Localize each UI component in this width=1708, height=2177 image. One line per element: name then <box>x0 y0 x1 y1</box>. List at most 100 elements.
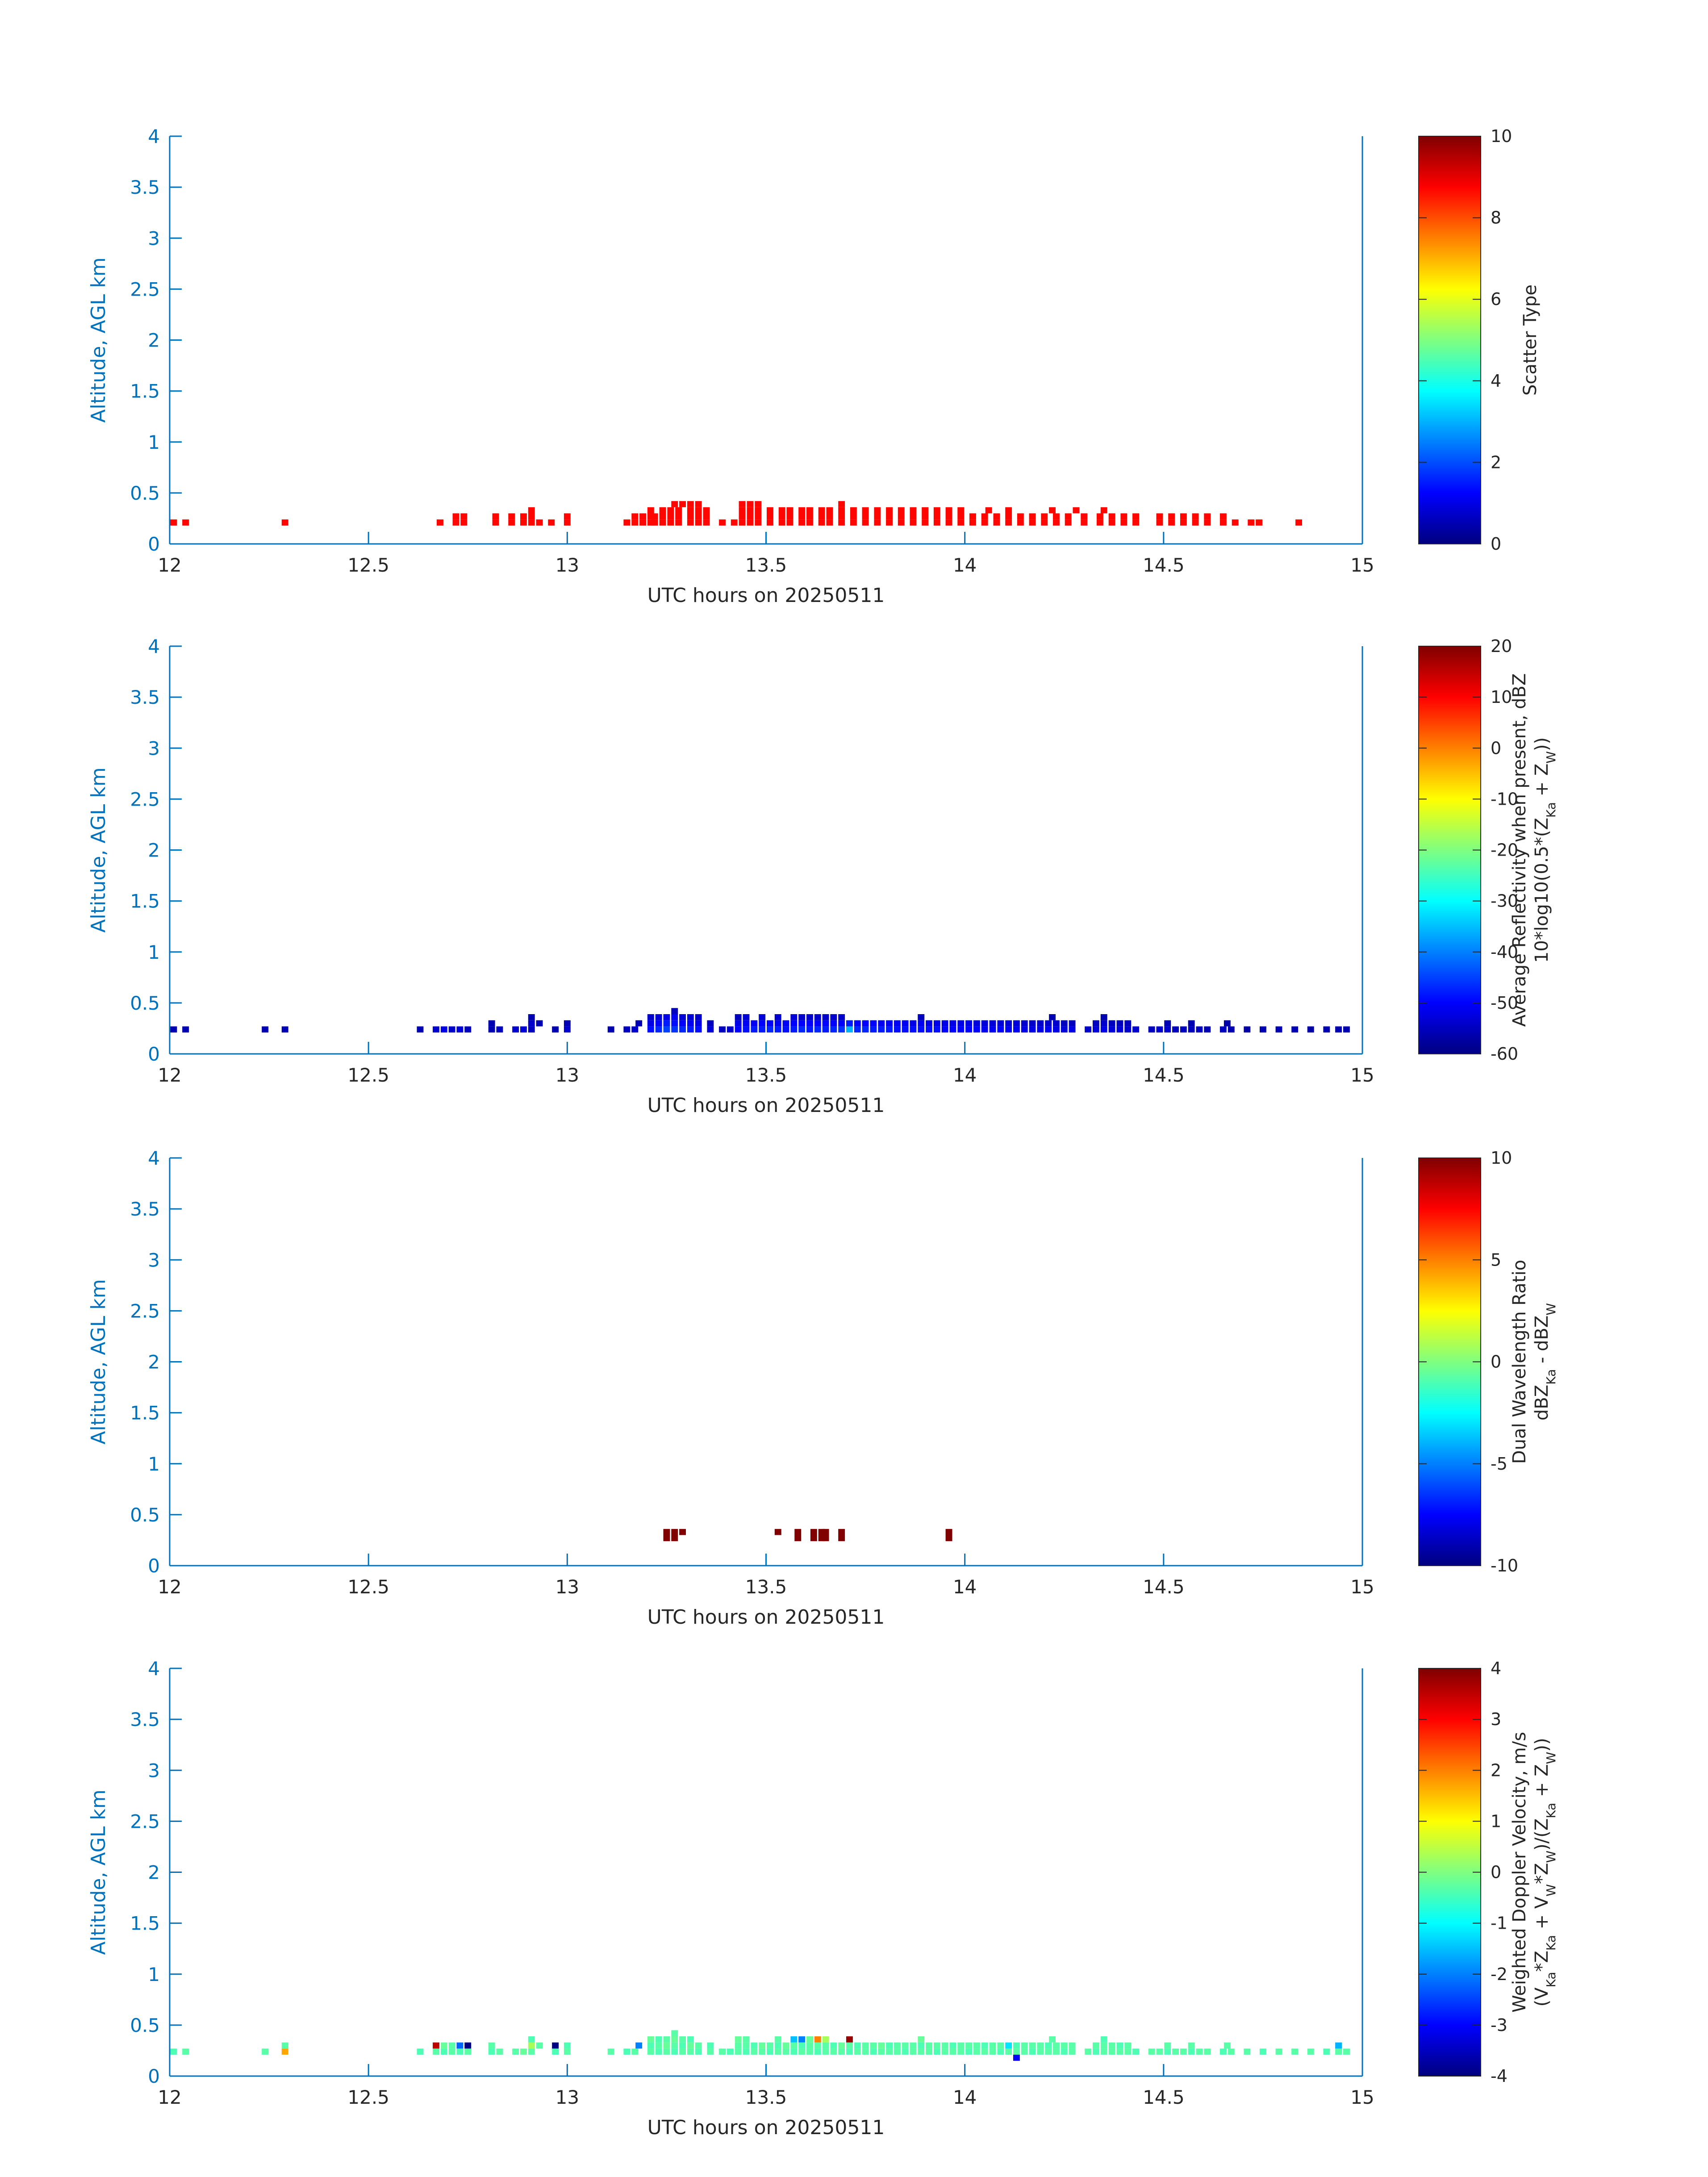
heatmap-cell <box>679 501 686 507</box>
heatmap-cell <box>1168 513 1175 520</box>
heatmap-cell <box>878 2048 885 2055</box>
colorbar-tick-label: -2 <box>1491 1964 1508 1984</box>
heatmap-cell <box>1029 2042 1036 2049</box>
heatmap-cell <box>647 2048 654 2055</box>
heatmap-cell <box>1093 2048 1099 2055</box>
heatmap-cell <box>651 519 658 526</box>
heatmap-cell <box>1061 1020 1068 1027</box>
colorbar-tick-label: 3 <box>1491 1709 1501 1729</box>
heatmap-cell <box>1132 1026 1139 1033</box>
heatmap-cell <box>1116 1020 1123 1027</box>
y-tick-label: 4 <box>148 635 160 657</box>
heatmap-cell <box>989 1026 996 1033</box>
heatmap-cell <box>456 2048 464 2055</box>
heatmap-cell <box>1192 519 1199 526</box>
heatmap-cell <box>918 2048 925 2055</box>
y-tick-label: 2.5 <box>130 278 160 300</box>
heatmap-cell <box>806 519 813 526</box>
heatmap-cell <box>739 519 746 526</box>
x-tick-label: 13 <box>555 554 579 576</box>
heatmap-cell <box>520 519 527 526</box>
heatmap-cell <box>1045 1020 1052 1027</box>
colorbar-label-subscript: W <box>1544 1752 1558 1764</box>
heatmap-cell <box>520 513 527 520</box>
x-tick-label: 12.5 <box>347 2086 389 2108</box>
colorbar: 0 2 4 6 8 10 Scatter Type <box>1418 126 1541 554</box>
heatmap-cell <box>894 1026 901 1033</box>
heatmap-cell <box>894 1020 901 1027</box>
heatmap-cell <box>810 1535 817 1542</box>
colorbar-tick-label: 10 <box>1491 126 1512 146</box>
heatmap-cell <box>862 2042 869 2049</box>
heatmap-cell <box>536 2042 543 2049</box>
heatmap-cell <box>818 507 825 514</box>
heatmap-cell <box>854 1020 861 1027</box>
heatmap-cell <box>941 1020 948 1027</box>
heatmap-cell <box>1335 2042 1342 2049</box>
y-tick-label: 3.5 <box>130 1198 160 1220</box>
heatmap-cell <box>774 2036 781 2043</box>
heatmap-cell <box>1029 1026 1036 1033</box>
heatmap-cell <box>1116 1026 1123 1033</box>
heatmap-cell <box>659 507 666 514</box>
colorbar-tick-label: 2 <box>1491 1760 1501 1780</box>
heatmap-cell <box>1168 519 1175 526</box>
colorbar-label-line: Average Reflectivity when present, dBZ <box>1509 673 1530 1027</box>
colorbar-tick-label: 5 <box>1491 1250 1501 1270</box>
colorbar-label: Weighted Doppler Velocity, m/s (VKa*ZKa +… <box>1509 1732 1558 2013</box>
heatmap-cell <box>675 519 682 526</box>
heatmap-cell <box>1013 1026 1020 1033</box>
heatmap-cell <box>1081 519 1088 526</box>
heatmap-cell <box>767 507 773 514</box>
colorbar-tick-label: 10 <box>1491 1148 1512 1168</box>
heatmap-cell <box>786 513 793 520</box>
heatmap-cell <box>1017 519 1024 526</box>
heatmap-cell <box>440 1026 447 1033</box>
heatmap-cell <box>1188 2048 1195 2055</box>
heatmap-cell <box>910 2042 917 2049</box>
heatmap-cell <box>945 513 952 520</box>
colorbar: -4 -3 -2 -1 0 1 2 3 4 Weighted Doppler Velocity, … <box>1418 1659 1558 2086</box>
colorbar-tick-label: 2 <box>1491 452 1501 472</box>
heatmap-cell <box>850 519 857 526</box>
heatmap-cell <box>798 519 806 526</box>
heatmap-cell <box>862 507 869 514</box>
heatmap-cell <box>822 1535 829 1542</box>
heatmap-cell <box>997 1020 1004 1027</box>
heatmap-cell <box>671 1014 678 1020</box>
colorbar-tick-label: 1 <box>1491 1811 1501 1831</box>
heatmap-cell <box>838 1529 845 1535</box>
heatmap-cell <box>1188 1026 1195 1033</box>
heatmap-cell <box>456 2042 464 2049</box>
heatmap-cell <box>830 1020 837 1027</box>
heatmap-cell <box>969 513 976 520</box>
colorbar-tick-label: 0 <box>1491 534 1501 554</box>
heatmap-cell <box>631 1026 639 1033</box>
heatmap-cell <box>663 2036 670 2043</box>
heatmap-cell <box>1124 1020 1132 1027</box>
heatmap-cell <box>790 2036 798 2043</box>
heatmap-cell <box>647 1026 654 1033</box>
heatmap-cell <box>687 1020 694 1027</box>
heatmap-cell <box>687 519 694 526</box>
colorbar-label-line: Weighted Doppler Velocity, m/s <box>1509 1732 1530 2013</box>
colorbar: -10 -5 0 5 10 Dual Wavelength Ratio dBZKa - dB… <box>1418 1148 1558 1575</box>
heatmap-cell <box>1096 513 1103 520</box>
colorbar-tick-label: -40 <box>1491 942 1518 962</box>
y-tick-label: 2 <box>148 330 160 351</box>
heatmap-cell <box>818 513 825 520</box>
heatmap-cell <box>850 513 857 520</box>
heatmap-cell <box>886 1026 893 1033</box>
colorbar-label-part: - dBZ <box>1532 1316 1552 1369</box>
heatmap-cell <box>806 1026 813 1033</box>
heatmap-cell <box>1228 2048 1235 2055</box>
heatmap-cell <box>1108 2048 1115 2055</box>
heatmap-cell <box>1275 2048 1282 2055</box>
y-tick-label: 3 <box>148 1759 160 1781</box>
heatmap-cell <box>933 2042 940 2049</box>
heatmap-cell <box>782 2048 789 2055</box>
heatmap-cell <box>687 1014 694 1020</box>
heatmap-cell <box>774 1529 781 1535</box>
colorbar-tick-label: 6 <box>1491 289 1501 309</box>
x-tick-label: 14.5 <box>1143 1064 1185 1086</box>
